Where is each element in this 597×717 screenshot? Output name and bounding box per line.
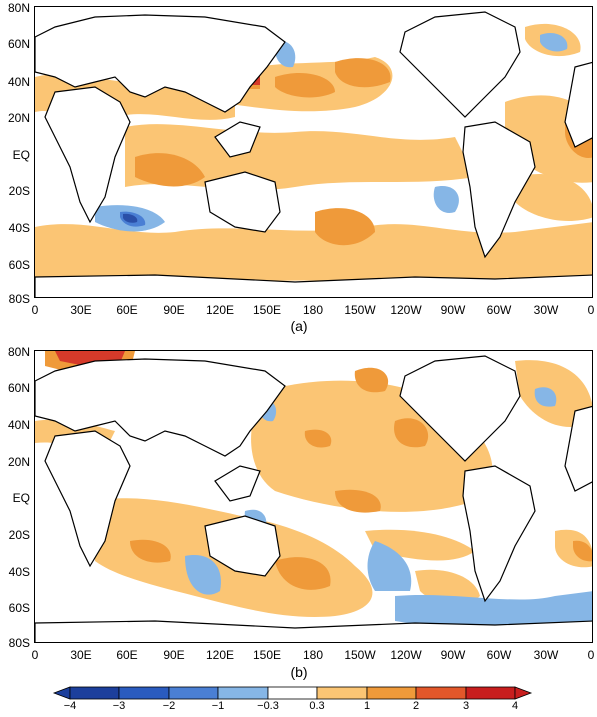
lat-label: 20S <box>8 184 30 198</box>
lon-label: 90W <box>440 303 466 317</box>
lon-label: 30E <box>70 648 92 662</box>
lat-label: 40N <box>7 418 30 432</box>
colorbar-label: 3 <box>462 700 470 712</box>
lat-label: 60S <box>8 258 30 272</box>
lon-label: 0 <box>587 648 595 662</box>
lon-label: 180 <box>302 648 324 662</box>
panel-label: (b) <box>290 664 308 680</box>
lon-label: 60W <box>486 303 512 317</box>
lat-label: 40S <box>8 565 30 579</box>
lon-label: 180 <box>302 303 324 317</box>
map-a <box>34 6 593 298</box>
colorbar-bin <box>267 686 318 700</box>
colorbar-bin <box>118 686 170 700</box>
coastlines-a <box>35 11 592 297</box>
lon-label: 120W <box>390 303 422 317</box>
lat-label: 80N <box>7 1 30 15</box>
lat-label: 80N <box>7 345 30 359</box>
lon-label: 120W <box>390 648 422 662</box>
colorbar-label: 4 <box>511 700 519 712</box>
colorbar-max-arrow <box>514 686 533 700</box>
colorbar-label: −4 <box>63 700 77 712</box>
lon-label: 90E <box>163 303 185 317</box>
lon-label: 90W <box>440 648 466 662</box>
anomaly-map-b <box>35 351 592 642</box>
lon-label: 150E <box>252 303 282 317</box>
lat-label: 80S <box>8 636 30 650</box>
lon-label: 0 <box>587 303 595 317</box>
colorbar-bin <box>366 686 417 700</box>
colorbar-bin <box>415 686 467 700</box>
colorbar-bin <box>465 686 516 700</box>
colorbar-label: −2 <box>162 700 176 712</box>
lon-label: 30W <box>533 303 559 317</box>
lon-label: 120E <box>205 648 235 662</box>
lon-label: 60W <box>486 648 512 662</box>
lat-label: 20N <box>7 111 30 125</box>
colorbar-bin <box>316 686 368 700</box>
lon-label: 0 <box>31 648 39 662</box>
lat-label: 80S <box>8 292 30 306</box>
colorbar-label: 1 <box>363 700 371 712</box>
colorbar-bin <box>69 686 120 700</box>
colorbar-label: 0.3 <box>309 700 325 712</box>
lat-label: 40N <box>7 75 30 89</box>
lon-label: 150W <box>344 648 376 662</box>
lon-label: 0 <box>31 303 39 317</box>
colorbar-label: −0.3 <box>257 700 279 712</box>
colorbar-label: −1 <box>211 700 225 712</box>
lat-label: 20N <box>7 455 30 469</box>
anomaly-map-a <box>35 11 592 297</box>
lon-label: 150E <box>252 648 282 662</box>
lat-label: EQ <box>12 491 30 505</box>
lat-label: 60N <box>7 37 30 51</box>
colorbar-bar <box>52 686 533 700</box>
colorbar: −4 −3 −2 −1 −0.3 0.3 1 2 3 4 <box>0 686 597 717</box>
colorbar-label: 2 <box>412 700 420 712</box>
lon-label: 60E <box>116 648 138 662</box>
lon-label: 60E <box>116 303 138 317</box>
colorbar-bin <box>168 686 219 700</box>
colorbar-label: −3 <box>112 700 126 712</box>
lon-label: 30W <box>533 648 559 662</box>
lat-label: 60N <box>7 381 30 395</box>
colorbar-bin <box>217 686 269 700</box>
panel-label: (a) <box>290 318 308 334</box>
lon-label: 30E <box>70 303 92 317</box>
lat-label: 40S <box>8 221 30 235</box>
lat-label: 60S <box>8 601 30 615</box>
coastlines-b <box>35 355 592 642</box>
map-b <box>34 350 593 643</box>
lon-label: 90E <box>163 648 185 662</box>
lat-label: 20S <box>8 528 30 542</box>
lon-label: 150W <box>344 303 376 317</box>
lon-label: 120E <box>205 303 235 317</box>
colorbar-min-arrow <box>52 686 71 700</box>
lat-label: EQ <box>12 148 30 162</box>
